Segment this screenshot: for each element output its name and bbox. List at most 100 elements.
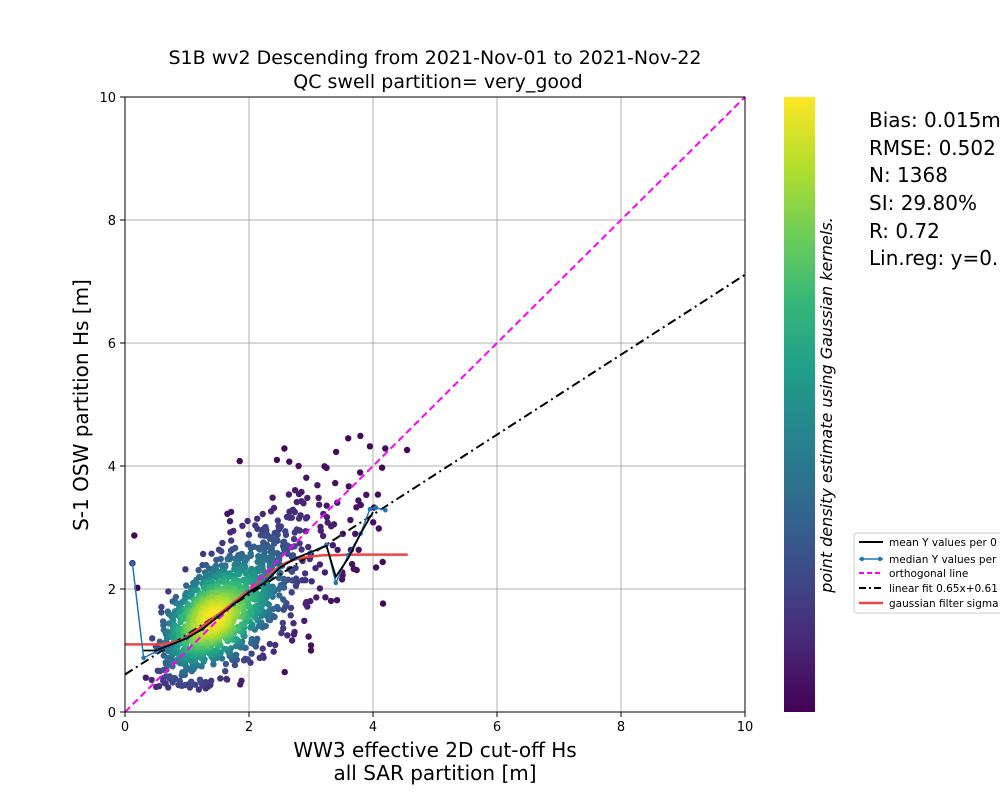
scatter-point [275,574,283,582]
scatter-point [352,530,359,537]
median-point [367,506,373,512]
scatter-point [238,677,245,684]
scatter-point [227,645,235,652]
scatter-point [227,547,235,554]
y-tick-label-8: 8 [108,214,116,229]
scatter-point [378,464,386,471]
scatter-point [183,582,190,589]
stat-n: N: 1368 [869,163,948,187]
x-axis-label-line1: WW3 effective 2D cut-off Hs [293,738,576,762]
scatter-point [261,544,269,551]
stats-block: Bias: 0.015m RMSE: 0.502 N: 1368 SI: 29.… [869,108,1000,270]
scatter-point [172,593,180,601]
scatter-point [315,494,322,501]
scatter-point [273,456,281,464]
y-axis-label: S-1 OSW partition Hs [m] [69,279,93,531]
scatter-point [379,600,387,607]
x-tick-label-8: 8 [617,720,625,735]
scatter-point [324,519,331,526]
plot-area-frame [124,96,746,713]
scatter-point [166,673,173,680]
scatter-point [300,500,307,507]
scatter-point [295,462,302,470]
scatter-point [247,545,255,552]
fit-lines [125,97,745,712]
y-tick-label-2: 2 [108,583,116,598]
scatter-point [292,582,300,589]
scatter-point [218,655,226,662]
scatter-point [307,642,315,649]
scatter-point [315,501,323,508]
scatter-point [280,606,287,613]
scatter-point [291,529,298,536]
scatter-point [195,566,202,574]
scatter-point [236,457,243,465]
scatter-point [288,589,295,596]
scatter-point [242,655,249,662]
scatter-point [256,654,263,662]
scatter-point [308,578,315,585]
scatter-point [282,531,290,538]
scatter-point [319,532,327,540]
scatter-point [293,498,300,506]
x-tick-label-2: 2 [245,720,253,735]
scatter-point [222,563,229,570]
scatter-point [291,508,298,516]
median-point [130,560,135,566]
scatter-point [279,619,286,627]
scatter-point [210,661,217,668]
scatter-point [148,676,155,684]
scatter-point [254,558,261,565]
y-axis-ticks: 0 2 4 6 8 10 [99,91,125,721]
scatter-point [259,645,266,652]
mean-line [143,511,374,652]
scatter-point [226,518,234,525]
scatter-point [274,517,281,524]
legend-mean-label: mean Y values per 0 [889,537,997,549]
scatter-point [327,597,335,605]
x-axis-label-line2: all SAR partition [m] [333,761,536,785]
scatter-point [290,620,297,627]
scatter-point [208,677,215,684]
scatter-point [287,612,294,619]
scatter-point [286,508,293,515]
scatter-point [304,494,311,502]
median-point [141,655,146,661]
scatter-point [231,661,239,669]
scatter-point [160,622,167,629]
stat-linreg: Lin.reg: y=0. [869,246,998,270]
scatter-point [357,432,364,440]
scatter-point [347,516,354,524]
scatter-point [332,479,339,487]
scatter-point [213,574,220,581]
scatter-point [348,560,356,568]
scatter-point [180,615,187,623]
scatter-point [339,530,346,537]
x-axis-ticks: 0 2 4 6 8 10 [121,712,753,735]
scatter-point [158,609,165,616]
legend: mean Y values per 0 median Y values per … [853,532,1000,614]
scatter-point [239,522,246,529]
scatter-point [281,668,288,676]
colorbar-label: point density estimate using Gaussian ke… [817,217,836,593]
scatter-point [266,535,274,542]
scatter-point [284,632,291,639]
y-tick-label-10: 10 [99,91,116,106]
scatter-point [317,523,324,530]
x-tick-label-10: 10 [737,720,754,735]
scatter-point [334,546,341,554]
scatter-point [248,650,255,657]
scatter-point [266,640,273,648]
scatter-point [259,510,266,518]
scatter-point [302,515,310,522]
y-tick-label-4: 4 [108,460,116,475]
scatter-point [353,504,360,511]
y-tick-label-0: 0 [108,706,116,721]
legend-orthogonal-label: orthogonal line [889,568,968,580]
scatter-point [372,564,380,571]
chart-title-line2: QC swell partition= very_good [293,71,582,93]
legend-gaussian-label: gaussian filter sigma [889,598,999,610]
scatter-point [199,550,207,558]
scatter-point [217,555,224,563]
scatter-point [222,668,229,675]
